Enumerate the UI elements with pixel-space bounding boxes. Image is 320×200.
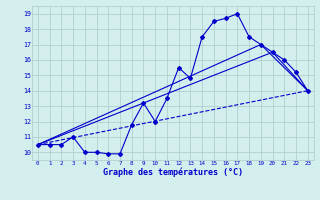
X-axis label: Graphe des températures (°C): Graphe des températures (°C) — [103, 167, 243, 177]
